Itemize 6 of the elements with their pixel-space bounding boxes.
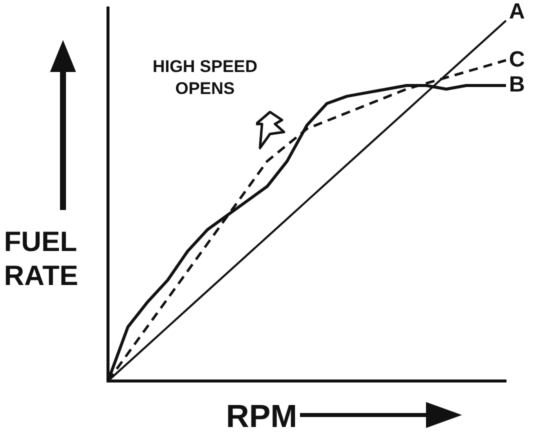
series-label: A — [509, 0, 525, 24]
x-axis-title: RPM — [226, 398, 298, 435]
series-label: C — [509, 46, 525, 72]
y-axis-title: FUEL RATE — [4, 225, 78, 293]
annotation: HIGH SPEED OPENS — [152, 57, 258, 98]
series-label: B — [509, 72, 525, 97]
